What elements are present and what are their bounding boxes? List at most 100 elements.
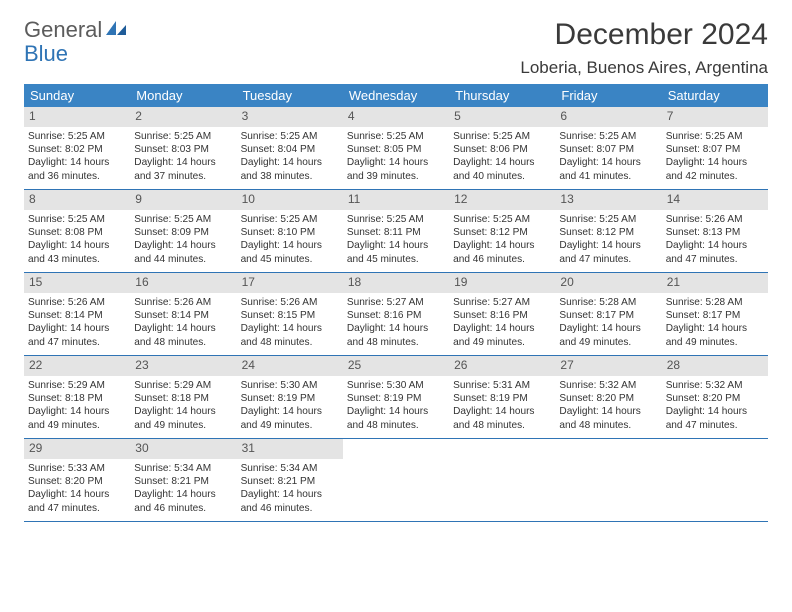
calendar-cell: 23Sunrise: 5:29 AMSunset: 8:18 PMDayligh…: [130, 356, 236, 438]
calendar-cell: 2Sunrise: 5:25 AMSunset: 8:03 PMDaylight…: [130, 107, 236, 189]
sunrise-line: Sunrise: 5:26 AM: [666, 213, 764, 226]
daylight-line: Daylight: 14 hours and 49 minutes.: [666, 322, 764, 349]
daylight-line: Daylight: 14 hours and 47 minutes.: [559, 239, 657, 266]
sunset-line: Sunset: 8:09 PM: [134, 226, 232, 239]
sunset-line: Sunset: 8:20 PM: [666, 392, 764, 405]
day-number: 4: [343, 107, 449, 127]
sunrise-line: Sunrise: 5:26 AM: [241, 296, 339, 309]
calendar-cell: 3Sunrise: 5:25 AMSunset: 8:04 PMDaylight…: [237, 107, 343, 189]
day-number: 9: [130, 190, 236, 210]
sunset-line: Sunset: 8:20 PM: [28, 475, 126, 488]
sunrise-line: Sunrise: 5:27 AM: [347, 296, 445, 309]
calendar-cell: 19Sunrise: 5:27 AMSunset: 8:16 PMDayligh…: [449, 273, 555, 355]
calendar-cell: 27Sunrise: 5:32 AMSunset: 8:20 PMDayligh…: [555, 356, 661, 438]
daylight-line: Daylight: 14 hours and 48 minutes.: [241, 322, 339, 349]
sunset-line: Sunset: 8:06 PM: [453, 143, 551, 156]
day-number: 21: [662, 273, 768, 293]
calendar-cell: 15Sunrise: 5:26 AMSunset: 8:14 PMDayligh…: [24, 273, 130, 355]
daylight-line: Daylight: 14 hours and 41 minutes.: [559, 156, 657, 183]
day-number: 20: [555, 273, 661, 293]
calendar-cell: 7Sunrise: 5:25 AMSunset: 8:07 PMDaylight…: [662, 107, 768, 189]
sunrise-line: Sunrise: 5:25 AM: [134, 130, 232, 143]
sunset-line: Sunset: 8:18 PM: [28, 392, 126, 405]
daylight-line: Daylight: 14 hours and 47 minutes.: [28, 322, 126, 349]
day-number: 22: [24, 356, 130, 376]
sunrise-line: Sunrise: 5:34 AM: [134, 462, 232, 475]
day-number: 15: [24, 273, 130, 293]
day-number: 7: [662, 107, 768, 127]
calendar-cell: 13Sunrise: 5:25 AMSunset: 8:12 PMDayligh…: [555, 190, 661, 272]
daylight-line: Daylight: 14 hours and 48 minutes.: [134, 322, 232, 349]
location-text: Loberia, Buenos Aires, Argentina: [520, 58, 768, 78]
sunrise-line: Sunrise: 5:33 AM: [28, 462, 126, 475]
day-number: 23: [130, 356, 236, 376]
calendar-week: 22Sunrise: 5:29 AMSunset: 8:18 PMDayligh…: [24, 356, 768, 439]
day-number: 31: [237, 439, 343, 459]
sunrise-line: Sunrise: 5:30 AM: [241, 379, 339, 392]
day-number: 24: [237, 356, 343, 376]
daylight-line: Daylight: 14 hours and 42 minutes.: [666, 156, 764, 183]
sunrise-line: Sunrise: 5:25 AM: [134, 213, 232, 226]
logo-sail-icon: [104, 19, 128, 42]
sunrise-line: Sunrise: 5:26 AM: [134, 296, 232, 309]
day-number: 30: [130, 439, 236, 459]
calendar-week: 1Sunrise: 5:25 AMSunset: 8:02 PMDaylight…: [24, 107, 768, 190]
sunrise-line: Sunrise: 5:34 AM: [241, 462, 339, 475]
daylight-line: Daylight: 14 hours and 45 minutes.: [241, 239, 339, 266]
sunrise-line: Sunrise: 5:26 AM: [28, 296, 126, 309]
daylight-line: Daylight: 14 hours and 40 minutes.: [453, 156, 551, 183]
sunrise-line: Sunrise: 5:25 AM: [453, 130, 551, 143]
title-block: December 2024 Loberia, Buenos Aires, Arg…: [520, 18, 768, 78]
calendar-cell: 5Sunrise: 5:25 AMSunset: 8:06 PMDaylight…: [449, 107, 555, 189]
day-number: 10: [237, 190, 343, 210]
daylight-line: Daylight: 14 hours and 48 minutes.: [559, 405, 657, 432]
calendar-cell: [449, 439, 555, 521]
day-number: 18: [343, 273, 449, 293]
sunrise-line: Sunrise: 5:27 AM: [453, 296, 551, 309]
sunrise-line: Sunrise: 5:25 AM: [347, 130, 445, 143]
sunset-line: Sunset: 8:19 PM: [347, 392, 445, 405]
calendar-cell: 24Sunrise: 5:30 AMSunset: 8:19 PMDayligh…: [237, 356, 343, 438]
daylight-line: Daylight: 14 hours and 37 minutes.: [134, 156, 232, 183]
header: General Blue December 2024 Loberia, Buen…: [24, 18, 768, 78]
sunset-line: Sunset: 8:14 PM: [134, 309, 232, 322]
sunrise-line: Sunrise: 5:28 AM: [559, 296, 657, 309]
calendar-cell: 21Sunrise: 5:28 AMSunset: 8:17 PMDayligh…: [662, 273, 768, 355]
calendar-cell: 6Sunrise: 5:25 AMSunset: 8:07 PMDaylight…: [555, 107, 661, 189]
sunrise-line: Sunrise: 5:25 AM: [666, 130, 764, 143]
sunset-line: Sunset: 8:11 PM: [347, 226, 445, 239]
sunrise-line: Sunrise: 5:25 AM: [559, 130, 657, 143]
daylight-line: Daylight: 14 hours and 48 minutes.: [347, 405, 445, 432]
daylight-line: Daylight: 14 hours and 36 minutes.: [28, 156, 126, 183]
daylight-line: Daylight: 14 hours and 47 minutes.: [28, 488, 126, 515]
sunset-line: Sunset: 8:21 PM: [241, 475, 339, 488]
weekday-wednesday: Wednesday: [343, 84, 449, 107]
calendar-cell: [662, 439, 768, 521]
sunrise-line: Sunrise: 5:25 AM: [28, 130, 126, 143]
sunset-line: Sunset: 8:17 PM: [666, 309, 764, 322]
calendar-cell: 30Sunrise: 5:34 AMSunset: 8:21 PMDayligh…: [130, 439, 236, 521]
day-number: 17: [237, 273, 343, 293]
sunset-line: Sunset: 8:21 PM: [134, 475, 232, 488]
sunrise-line: Sunrise: 5:25 AM: [241, 213, 339, 226]
sunset-line: Sunset: 8:17 PM: [559, 309, 657, 322]
weekday-sunday: Sunday: [24, 84, 130, 107]
sunset-line: Sunset: 8:08 PM: [28, 226, 126, 239]
calendar-cell: 20Sunrise: 5:28 AMSunset: 8:17 PMDayligh…: [555, 273, 661, 355]
sunset-line: Sunset: 8:07 PM: [559, 143, 657, 156]
calendar-week: 15Sunrise: 5:26 AMSunset: 8:14 PMDayligh…: [24, 273, 768, 356]
day-number: 3: [237, 107, 343, 127]
sunset-line: Sunset: 8:19 PM: [453, 392, 551, 405]
sunset-line: Sunset: 8:03 PM: [134, 143, 232, 156]
sunrise-line: Sunrise: 5:25 AM: [28, 213, 126, 226]
weekday-thursday: Thursday: [449, 84, 555, 107]
daylight-line: Daylight: 14 hours and 38 minutes.: [241, 156, 339, 183]
daylight-line: Daylight: 14 hours and 49 minutes.: [28, 405, 126, 432]
calendar-cell: 16Sunrise: 5:26 AMSunset: 8:14 PMDayligh…: [130, 273, 236, 355]
daylight-line: Daylight: 14 hours and 44 minutes.: [134, 239, 232, 266]
sunset-line: Sunset: 8:02 PM: [28, 143, 126, 156]
calendar-week: 8Sunrise: 5:25 AMSunset: 8:08 PMDaylight…: [24, 190, 768, 273]
daylight-line: Daylight: 14 hours and 49 minutes.: [453, 322, 551, 349]
daylight-line: Daylight: 14 hours and 46 minutes.: [453, 239, 551, 266]
daylight-line: Daylight: 14 hours and 47 minutes.: [666, 239, 764, 266]
